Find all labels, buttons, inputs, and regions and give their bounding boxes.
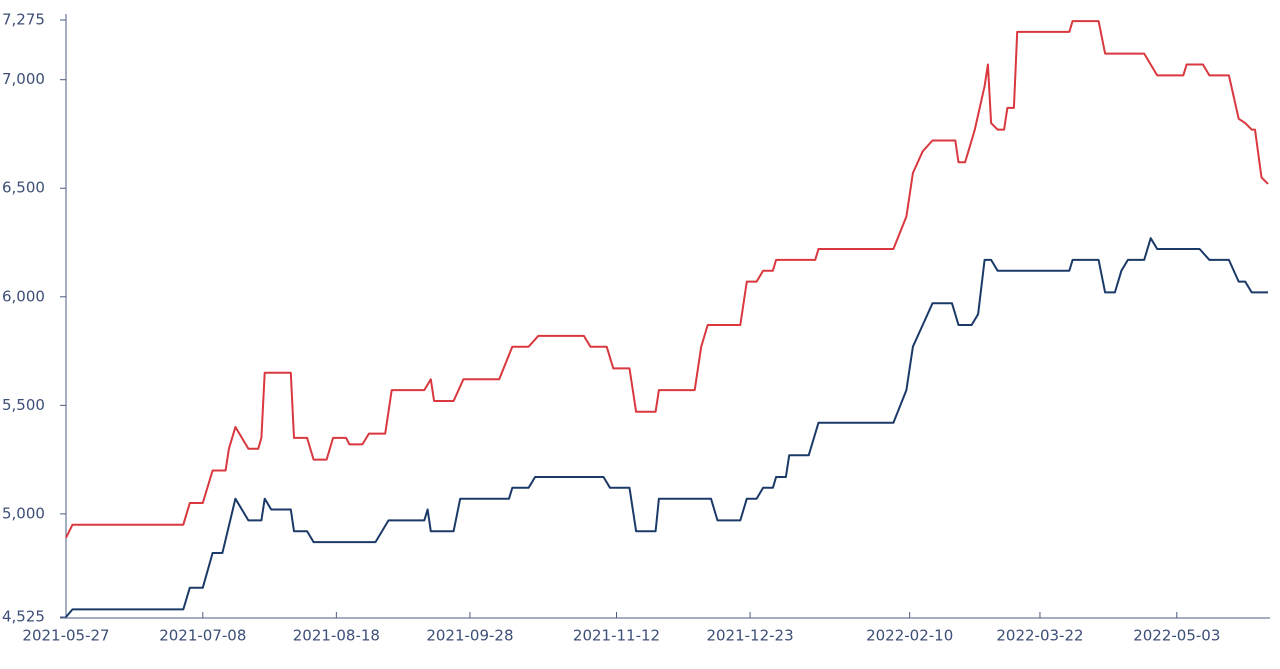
x-tick-label: 2022-02-10 <box>866 627 953 645</box>
x-tick-label: 2021-08-18 <box>293 627 380 645</box>
y-tick-label: 7,275 <box>2 11 45 29</box>
x-tick-label: 2021-09-28 <box>426 627 513 645</box>
y-tick-label: 7,000 <box>2 70 45 88</box>
y-tick-label: 4,525 <box>2 608 45 626</box>
x-tick-label: 2021-12-23 <box>706 627 793 645</box>
series-line <box>65 20 1269 539</box>
series-line <box>65 237 1268 618</box>
x-tick-label: 2022-05-03 <box>1133 627 1220 645</box>
x-tick-label: 2021-07-08 <box>159 627 246 645</box>
x-tick-label: 2022-03-22 <box>996 627 1083 645</box>
y-tick-label: 5,500 <box>2 396 45 414</box>
y-tick-label: 5,000 <box>2 504 45 522</box>
y-tick-label: 6,500 <box>2 179 45 197</box>
x-tick-label: 2021-11-12 <box>573 627 660 645</box>
x-tick-label: 2021-05-27 <box>22 627 109 645</box>
y-tick-label: 6,000 <box>2 287 45 305</box>
